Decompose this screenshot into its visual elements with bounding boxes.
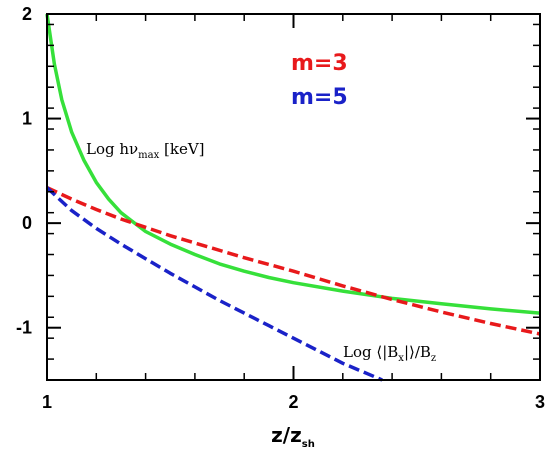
- y-tick-label: -1: [16, 318, 32, 338]
- annotation-hnu-max: Log hνmax [keV]: [86, 140, 205, 161]
- x-tick-label: 3: [535, 392, 545, 412]
- annotation-bx-bz: Log ⟨|Bx|⟩/Bz: [343, 343, 436, 364]
- y-tick-label: 2: [22, 4, 32, 24]
- x-axis-label: z/zsh: [271, 423, 315, 450]
- series-m3: [46, 186, 541, 336]
- x-tick-label: 1: [42, 392, 52, 412]
- y-tick-label: 1: [22, 109, 32, 129]
- y-tick-label: 0: [22, 213, 32, 233]
- series-layer: [45, 13, 541, 382]
- ticks-layer: 1 2 3 -1 0 1 2: [16, 4, 545, 412]
- legend-entry-m5: m=5: [291, 85, 348, 110]
- legend: m=3 m=5: [291, 51, 348, 110]
- legend-entry-m3: m=3: [291, 51, 348, 76]
- x-tick-label: 2: [288, 392, 298, 412]
- series-m5: [45, 186, 383, 382]
